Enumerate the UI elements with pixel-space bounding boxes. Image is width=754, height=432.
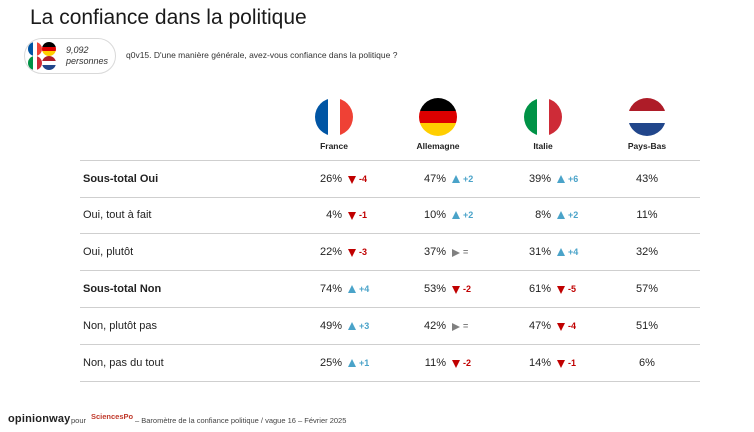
cell-value: 42% — [423, 320, 446, 332]
row-label: Sous-total Oui — [83, 173, 159, 185]
sample-size: 9,092 personnes — [66, 45, 108, 67]
trend-up-icon — [348, 285, 356, 293]
sample-unit: personnes — [66, 56, 109, 66]
trend-up-icon — [348, 359, 356, 367]
trend-down-icon — [557, 286, 565, 294]
trend-down-icon — [452, 360, 460, 368]
cell-value: 6% — [639, 357, 655, 369]
trend-delta: -3 — [359, 247, 368, 257]
table-row: Non, pas du tout +1 25% -2 11% -1 14% 6% — [80, 345, 700, 382]
sample-badge — [24, 38, 116, 74]
trend-down-icon — [452, 286, 460, 294]
trend-delta: +4 — [568, 247, 579, 257]
footer-pour: pour — [71, 416, 87, 425]
flag-cluster-icon — [24, 40, 62, 72]
table-row: Sous-total Oui -4 26% +2 47% +6 39% 43% — [80, 160, 700, 198]
trend-delta: +4 — [359, 284, 370, 294]
mini-flag-germany-icon — [42, 42, 56, 56]
sample-count: 9,092 — [66, 45, 89, 55]
mini-flag-france-icon — [28, 42, 42, 56]
footer-caption: – Baromètre de la confiance politique / … — [135, 416, 347, 425]
mini-flag-netherlands-icon — [42, 56, 56, 70]
page-title: La confiance dans la politique — [30, 6, 307, 29]
row-label: Oui, plutôt — [83, 246, 134, 258]
trend-up-icon — [452, 175, 460, 183]
cell-value: 61% — [528, 283, 551, 295]
trend-delta: +6 — [568, 174, 579, 184]
trend-delta: +3 — [359, 321, 370, 331]
trend-down-icon — [557, 323, 565, 331]
cell-value: 49% — [319, 320, 342, 332]
trend-delta: -5 — [568, 284, 577, 294]
table-row: Sous-total Non +4 74% -2 53% -5 61% 57% — [80, 271, 700, 308]
trend-delta: -4 — [568, 321, 577, 331]
flag-germany-icon — [419, 98, 457, 136]
row-label: Non, pas du tout — [83, 357, 164, 369]
cell-value: 47% — [528, 320, 551, 332]
trend-down-icon — [348, 212, 356, 220]
cell-value: 51% — [635, 320, 659, 332]
cell-value: 31% — [528, 246, 551, 258]
cell-value: 11% — [636, 209, 658, 221]
trend-delta: = — [463, 321, 469, 331]
cell-value: 74% — [319, 283, 342, 295]
trend-delta: +1 — [359, 358, 370, 368]
trend-delta: +2 — [463, 210, 474, 220]
trend-down-icon — [557, 360, 565, 368]
trend-stable-icon — [452, 323, 460, 331]
row-label: Sous-total Non — [83, 283, 162, 295]
cell-value: 43% — [635, 173, 659, 185]
sciencespo-logo: SciencesPo — [91, 412, 134, 421]
table-row: Oui, tout à fait -1 4% +2 10% +2 8% 11% — [80, 197, 700, 234]
cell-value: 25% — [319, 357, 342, 369]
trend-delta: +2 — [463, 174, 474, 184]
table-row: Oui, plutôt -3 22% = 37% +4 31% 32% — [80, 234, 700, 271]
country-label: France — [320, 141, 348, 151]
trend-delta: +2 — [568, 210, 579, 220]
trend-up-icon — [557, 211, 565, 219]
cell-value: 10% — [423, 209, 446, 221]
trend-down-icon — [348, 249, 356, 257]
trend-up-icon — [557, 175, 565, 183]
flag-france-icon — [315, 98, 353, 136]
trend-delta: = — [463, 247, 469, 257]
cell-value: 53% — [423, 283, 446, 295]
cell-value: 11% — [424, 357, 446, 369]
cell-value: 39% — [528, 173, 551, 185]
trend-delta: -2 — [463, 358, 472, 368]
country-label: Allemagne — [416, 141, 460, 151]
trend-delta: -4 — [359, 174, 368, 184]
country-label: Pays-Bas — [627, 141, 667, 151]
trend-up-icon — [557, 248, 565, 256]
trend-delta: -2 — [463, 284, 472, 294]
cell-value: 22% — [319, 246, 342, 258]
cell-value: 8% — [535, 209, 551, 221]
cell-value: 14% — [528, 357, 551, 369]
cell-value: 4% — [326, 209, 342, 221]
trend-up-icon — [348, 322, 356, 330]
trend-down-icon — [348, 176, 356, 184]
trend-up-icon — [452, 211, 460, 219]
question-text: q0v15. D'une manière générale, avez-vous… — [126, 50, 398, 60]
mini-flag-italy-icon — [28, 56, 42, 70]
country-label: Italie — [533, 141, 553, 151]
opinionway-logo: opinionway — [8, 413, 71, 425]
cell-value: 32% — [635, 246, 659, 258]
flag-italy-icon — [524, 98, 562, 136]
cell-value: 47% — [423, 173, 446, 185]
trend-delta: -1 — [359, 210, 368, 220]
row-label: Oui, tout à fait — [83, 209, 152, 221]
trend-stable-icon — [452, 249, 460, 257]
row-label: Non, plutôt pas — [83, 320, 157, 332]
cell-value: 37% — [423, 246, 446, 258]
table-row: Non, plutôt pas +3 49% = 42% -4 47% 51% — [80, 308, 700, 345]
cell-value: 26% — [319, 173, 342, 185]
trend-delta: -1 — [568, 358, 577, 368]
cell-value: 57% — [635, 283, 659, 295]
flag-netherlands-icon — [628, 98, 666, 136]
